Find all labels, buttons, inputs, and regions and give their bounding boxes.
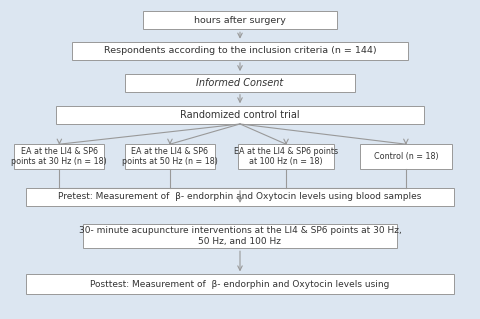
Text: Informed Consent: Informed Consent bbox=[196, 78, 284, 88]
Text: Pretest: Measurement of  β- endorphin and Oxytocin levels using blood samples: Pretest: Measurement of β- endorphin and… bbox=[58, 192, 422, 201]
FancyBboxPatch shape bbox=[14, 144, 104, 169]
Text: Control (n = 18): Control (n = 18) bbox=[373, 152, 438, 161]
Text: EA at the LI4 & SP6
points at 50 Hz (n = 18): EA at the LI4 & SP6 points at 50 Hz (n =… bbox=[122, 147, 218, 166]
Text: EA at the LI4 & SP6 points
at 100 Hz (n = 18): EA at the LI4 & SP6 points at 100 Hz (n … bbox=[234, 147, 338, 166]
FancyBboxPatch shape bbox=[26, 188, 454, 206]
Text: 30- minute acupuncture interventions at the LI4 & SP6 points at 30 Hz,
50 Hz, an: 30- minute acupuncture interventions at … bbox=[79, 226, 401, 246]
Text: Posttest: Measurement of  β- endorphin and Oxytocin levels using: Posttest: Measurement of β- endorphin an… bbox=[90, 280, 390, 289]
FancyBboxPatch shape bbox=[125, 144, 215, 169]
Text: hours after surgery: hours after surgery bbox=[194, 16, 286, 25]
FancyBboxPatch shape bbox=[56, 106, 424, 124]
Text: EA at the LI4 & SP6
points at 30 Hz (n = 18): EA at the LI4 & SP6 points at 30 Hz (n =… bbox=[12, 147, 107, 166]
FancyBboxPatch shape bbox=[125, 74, 355, 92]
Text: Respondents according to the inclusion criteria (n = 144): Respondents according to the inclusion c… bbox=[104, 46, 376, 55]
FancyBboxPatch shape bbox=[143, 11, 337, 29]
Text: Randomized control trial: Randomized control trial bbox=[180, 110, 300, 120]
FancyBboxPatch shape bbox=[84, 224, 396, 248]
FancyBboxPatch shape bbox=[26, 274, 454, 294]
FancyBboxPatch shape bbox=[238, 144, 335, 169]
FancyBboxPatch shape bbox=[72, 41, 408, 60]
FancyBboxPatch shape bbox=[360, 144, 452, 169]
